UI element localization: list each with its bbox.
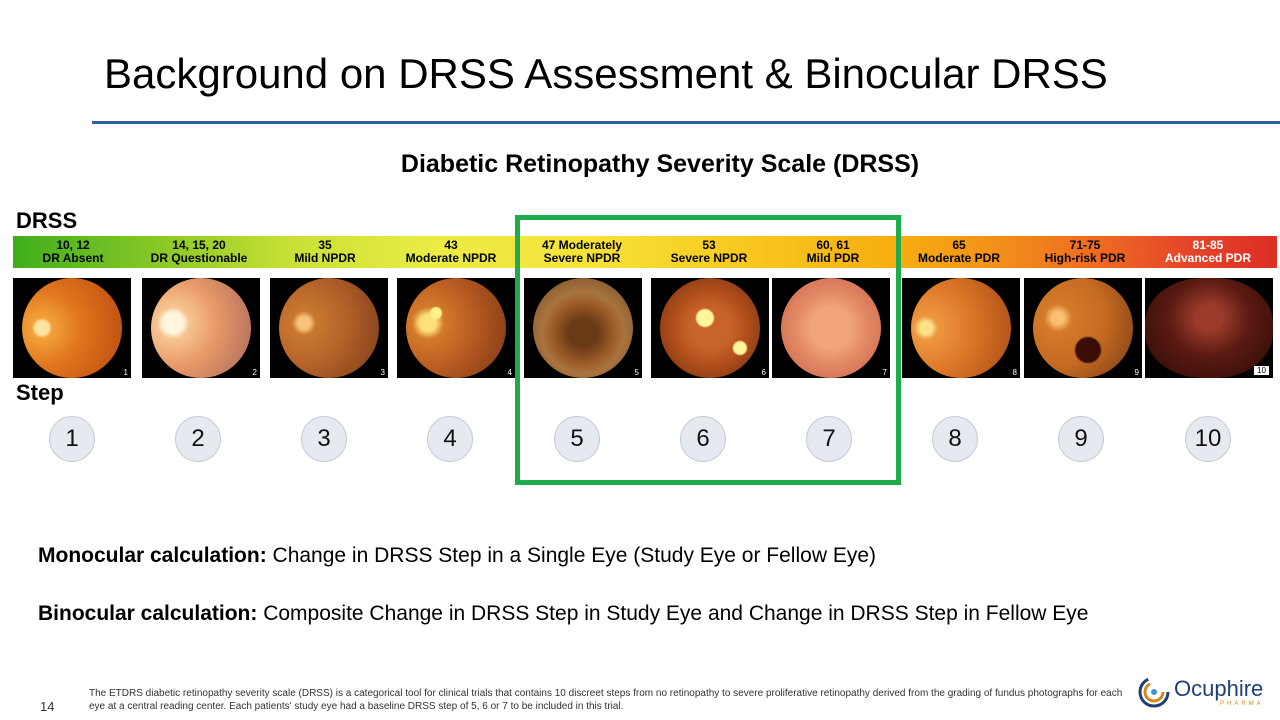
scale-codes: 60, 61 <box>816 238 850 252</box>
image-number: 9 <box>1134 368 1139 377</box>
scale-level-name: Severe NPDR <box>543 251 621 265</box>
step-circle-2: 2 <box>175 416 221 462</box>
scale-level-name: High-risk PDR <box>1044 251 1126 265</box>
image-number: 5 <box>634 368 639 377</box>
fundus-photo-7: 7 <box>772 278 890 378</box>
scale-codes: 65 <box>952 238 966 252</box>
step-circle-5: 5 <box>554 416 600 462</box>
logo-wordmark: Ocuphire <box>1174 676 1264 701</box>
image-number: 4 <box>507 368 512 377</box>
fundus-photo-9: 9 <box>1024 278 1142 378</box>
scale-level-name: Advanced PDR <box>1164 251 1252 265</box>
binocular-text: Composite Change in DRSS Step in Study E… <box>257 602 1089 625</box>
step-circle-4: 4 <box>427 416 473 462</box>
scale-cell-8: 65 Moderate PDR <box>899 236 1019 268</box>
scale-cell-6: 53 Severe NPDR <box>649 236 769 268</box>
fundus-photo-5: 5 <box>524 278 642 378</box>
scale-codes: 71-75 <box>1069 238 1101 252</box>
title-divider <box>92 121 1280 124</box>
scale-codes: 81-85 <box>1192 238 1224 252</box>
scale-level-name: DR Absent <box>42 251 104 265</box>
logo-subtext: PHARMA <box>1220 701 1264 707</box>
step-circle-6: 6 <box>680 416 726 462</box>
image-number: 6 <box>761 368 766 377</box>
monocular-label: Monocular calculation: <box>38 544 267 567</box>
scale-level-name: Severe NPDR <box>670 251 748 265</box>
fundus-photo-10: 10 <box>1145 278 1273 378</box>
ocuphire-swirl-icon <box>1138 676 1170 708</box>
slide-title: Background on DRSS Assessment & Binocula… <box>104 50 1108 97</box>
scale-cell-5: 47 Moderately Severe NPDR <box>517 236 647 268</box>
fundus-photo-2: 2 <box>142 278 260 378</box>
step-row-label: Step <box>16 380 64 405</box>
image-number: 2 <box>252 368 257 377</box>
scale-codes: 35 <box>318 238 332 252</box>
scale-level-name: Moderate PDR <box>917 251 1000 265</box>
scale-codes: 47 Moderately <box>541 238 623 252</box>
fundus-photo-4: 4 <box>397 278 515 378</box>
scale-level-name: Moderate NPDR <box>405 251 497 265</box>
drss-row-label: DRSS <box>16 208 78 233</box>
step-circle-1: 1 <box>49 416 95 462</box>
page-number: 14 <box>40 699 55 714</box>
scale-level-name: Mild PDR <box>806 251 860 265</box>
company-logo: Ocuphire PHARMA <box>1136 672 1276 712</box>
binocular-calculation: Binocular calculation: Composite Change … <box>38 602 1089 626</box>
scale-cell-1: 10, 12 DR Absent <box>13 236 133 268</box>
scale-level-name: Mild NPDR <box>294 251 356 265</box>
image-number: 8 <box>1012 368 1017 377</box>
scale-cell-7: 60, 61 Mild PDR <box>773 236 893 268</box>
footnote: The ETDRS diabetic retinopathy severity … <box>89 688 1123 712</box>
scale-cell-9: 71-75 High-risk PDR <box>1025 236 1145 268</box>
scale-cell-2: 14, 15, 20 DR Questionable <box>139 236 259 268</box>
step-circle-3: 3 <box>301 416 347 462</box>
scale-codes: 43 <box>444 238 458 252</box>
step-circle-9: 9 <box>1058 416 1104 462</box>
scale-level-name: DR Questionable <box>150 251 248 265</box>
step-circle-8: 8 <box>932 416 978 462</box>
scale-codes: 10, 12 <box>56 238 90 252</box>
scale-cell-4: 43 Moderate NPDR <box>391 236 511 268</box>
fundus-photo-3: 3 <box>270 278 388 378</box>
scale-cell-10: 81-85 Advanced PDR <box>1149 236 1267 268</box>
fundus-photo-8: 8 <box>902 278 1020 378</box>
monocular-calculation: Monocular calculation: Change in DRSS St… <box>38 544 876 568</box>
step-circle-10: 10 <box>1185 416 1231 462</box>
scale-codes: 53 <box>702 238 716 252</box>
image-number: 7 <box>882 368 887 377</box>
severity-color-bar: 10, 12 DR Absent 14, 15, 20 DR Questiona… <box>13 236 1277 268</box>
step-circle-7: 7 <box>806 416 852 462</box>
scale-heading: Diabetic Retinopathy Severity Scale (DRS… <box>400 150 920 178</box>
fundus-photo-6: 6 <box>651 278 769 378</box>
image-number: 10 <box>1254 366 1269 375</box>
scale-codes: 14, 15, 20 <box>172 238 226 252</box>
baseline-steps-highlight <box>515 215 901 485</box>
monocular-text: Change in DRSS Step in a Single Eye (Stu… <box>266 544 877 567</box>
fundus-photo-1: 1 <box>13 278 131 378</box>
scale-cell-3: 35 Mild NPDR <box>265 236 385 268</box>
image-number: 1 <box>123 368 128 377</box>
image-number: 3 <box>380 368 385 377</box>
binocular-label: Binocular calculation: <box>38 602 258 625</box>
